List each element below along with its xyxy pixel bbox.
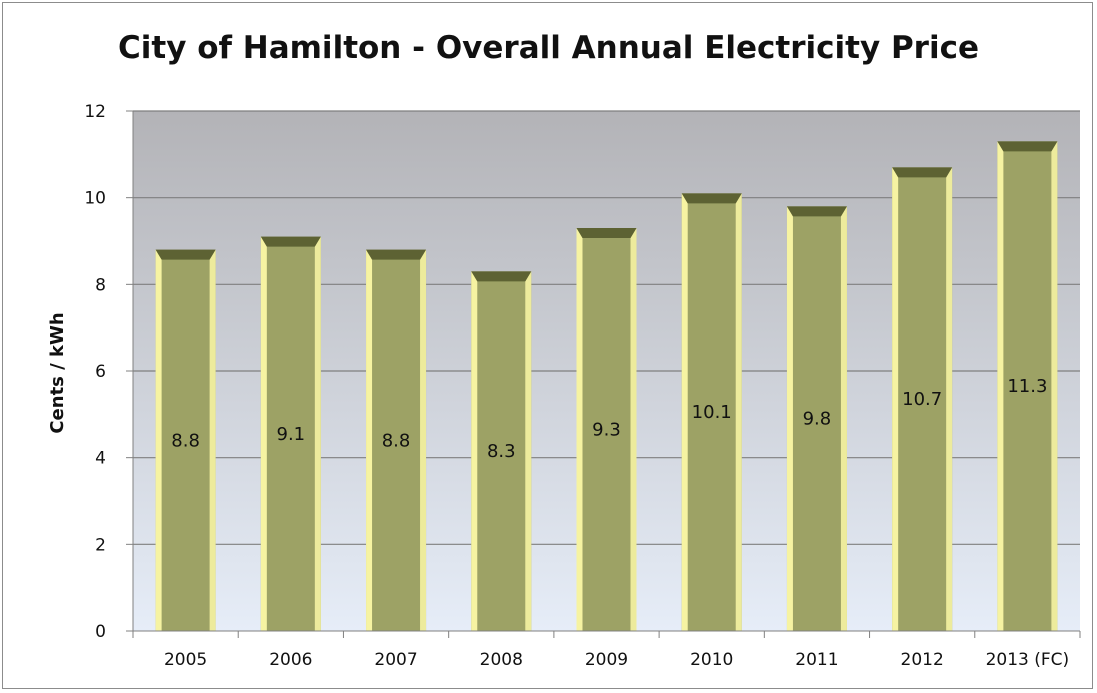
x-tick-labels: 2005 2006 2007 2008 2009 2010 2011 2012 2013 (FC… [132, 631, 1081, 670]
y-tick-label: 6 [95, 362, 106, 382]
bar [681, 193, 742, 632]
bar [471, 271, 532, 631]
data-label: 10.7 [902, 389, 942, 410]
x-tick-label: 2005 [164, 650, 207, 670]
bar-bevel-top [681, 193, 742, 204]
x-tick-label: 2006 [269, 650, 312, 670]
data-label: 9.3 [592, 420, 621, 441]
y-tick-label: 4 [95, 449, 106, 469]
y-tick-labels: 0 2 4 6 8 10 12 [84, 102, 106, 642]
bar-bevel-left [260, 236, 267, 631]
bar-bevel-left [681, 193, 688, 632]
bar-bevel-left [997, 141, 1004, 632]
bar-bevel-top [155, 249, 216, 260]
data-label: 8.8 [171, 430, 200, 451]
bar-bevel-top [471, 271, 532, 282]
bar-bevel-right [420, 249, 427, 631]
bar-2009: 9.3 [576, 228, 637, 631]
bar-bevel-left [471, 271, 478, 631]
y-tick-label: 0 [95, 622, 106, 642]
bar [892, 167, 953, 632]
bar-bevel-top [260, 236, 321, 247]
x-tick-label: 2010 [690, 650, 733, 670]
y-tick-label: 2 [95, 535, 106, 555]
y-tick-label: 12 [84, 102, 106, 122]
bar-bevel-left [786, 206, 793, 632]
bar-2007: 8.8 [366, 249, 427, 631]
x-tick-label: 2013 (FC) [986, 650, 1070, 670]
bar-2005: 8.8 [155, 249, 216, 631]
bar-bevel-right [735, 193, 742, 632]
bar-bevel-right [840, 206, 847, 632]
bar [576, 228, 637, 631]
bar-bevel-top [366, 249, 427, 260]
x-tick-label: 2008 [480, 650, 523, 670]
bar [260, 236, 321, 631]
data-label: 10.1 [692, 402, 732, 423]
bars: 8.8 9.1 8.8 8.3 9.3 10.1 9.8 10.7 11.3 [155, 141, 1058, 632]
bar-bevel-left [892, 167, 899, 632]
bar [155, 249, 216, 631]
y-axis-label: Cents / kWh [47, 312, 68, 433]
x-tick-label: 2007 [374, 650, 417, 670]
bar-2008: 8.3 [471, 271, 532, 631]
data-label: 9.1 [277, 424, 306, 445]
bar-bevel-right [314, 236, 321, 631]
bar-bevel-top [786, 206, 847, 217]
chart-title: City of Hamilton - Overall Annual Electr… [118, 30, 979, 66]
bar-bevel-top [892, 167, 953, 178]
bar-bevel-left [366, 249, 373, 631]
bar-2012: 10.7 [892, 167, 953, 632]
x-tick-label: 2009 [585, 650, 628, 670]
bar-bevel-right [946, 167, 953, 632]
data-label: 11.3 [1007, 376, 1047, 397]
bar-bevel-right [209, 249, 216, 631]
y-tick-label: 8 [95, 275, 106, 295]
bar [366, 249, 427, 631]
bar-bevel-left [576, 228, 583, 631]
bar-bevel-top [997, 141, 1058, 152]
x-tick-label: 2011 [795, 650, 838, 670]
bar-bevel-left [155, 249, 162, 631]
data-label: 8.8 [382, 430, 411, 451]
data-label: 9.8 [803, 409, 832, 430]
bar [997, 141, 1058, 632]
bar-bevel-right [1051, 141, 1058, 632]
y-tick-label: 10 [84, 189, 106, 209]
bar-2011: 9.8 [786, 206, 847, 632]
x-tick-label: 2012 [901, 650, 944, 670]
axes [132, 111, 1080, 632]
bar-bevel-right [525, 271, 532, 631]
bar-2013-fc-: 11.3 [997, 141, 1058, 632]
bar-2006: 9.1 [260, 236, 321, 631]
bar-bevel-top [576, 228, 637, 238]
data-label: 8.3 [487, 441, 516, 462]
bar-2010: 10.1 [681, 193, 742, 632]
bar [786, 206, 847, 632]
bar-bevel-right [630, 228, 637, 631]
